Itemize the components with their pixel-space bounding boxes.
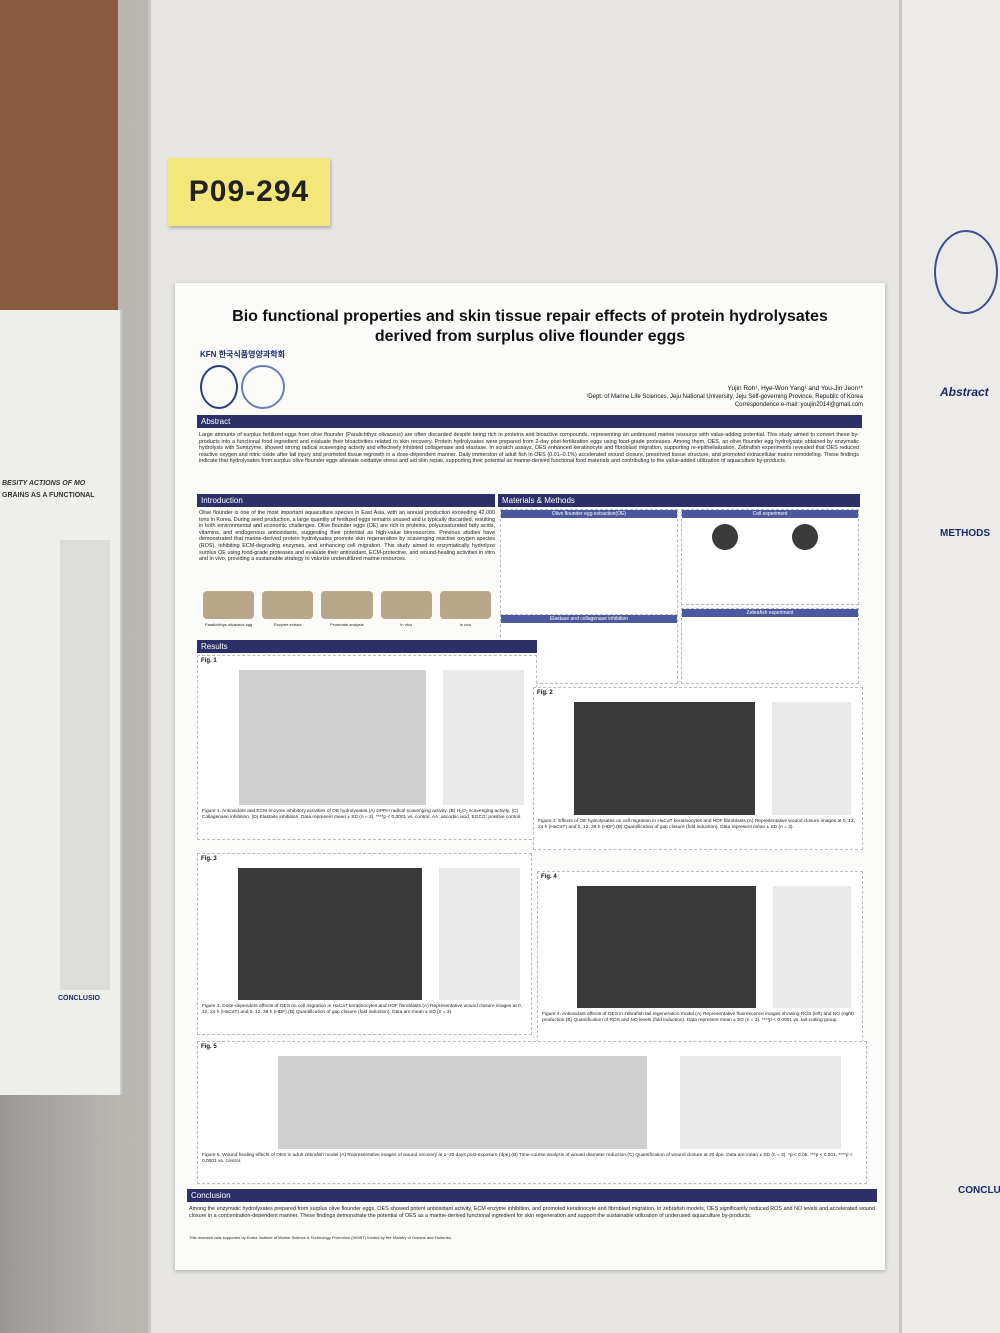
left-poster-conclusion: CONCLUSIO [58, 995, 100, 1002]
society-name: 한국식품영양과학회 [218, 350, 285, 359]
figure-image [238, 868, 423, 1000]
left-poster: BESITY ACTIONS OF MO GRAINS AS A FUNCTIO… [0, 310, 122, 1095]
intro-image [380, 591, 432, 619]
section-heading: Materials & Methods [498, 494, 860, 507]
section-heading: Conclusion [187, 1189, 877, 1202]
abstract-text: Large amounts of surplus fertilized eggs… [199, 432, 859, 465]
poster-title: Bio functional properties and skin tissu… [232, 308, 828, 345]
figure-chart [772, 886, 851, 1008]
methods-panel: Zebrafish experiment [681, 608, 859, 684]
left-poster-title: BESITY ACTIONS OF MO [2, 480, 86, 487]
left-poster-title: GRAINS AS A FUNCTIONAL [2, 492, 95, 499]
intro-image-label: In vivo [459, 622, 472, 627]
methods-panel-title: Elastase and collagenase inhibition [501, 615, 677, 623]
figure-label: Fig. 2 [537, 690, 553, 696]
intro-image [203, 591, 255, 619]
figure-caption: Figure 5. Wound healing effects of OES i… [202, 1153, 853, 1164]
figure-panel: Fig. 3 Figure 3. Dose-dependent effects o… [197, 853, 532, 1035]
affiliation: ¹Dept. of Marine Life Sciences, Jeju Nat… [586, 394, 863, 400]
figure-image [577, 886, 757, 1008]
poster: Bio functional properties and skin tissu… [175, 283, 885, 1270]
figure-caption: Figure 4. Antioxidant effects of OES in … [542, 1012, 854, 1023]
figure-chart [439, 868, 520, 1000]
authors: Yujin Roh¹, Hye-Won Yang¹ and You-Jin Je… [727, 385, 863, 392]
lab-logo [241, 365, 285, 409]
building [0, 0, 118, 310]
introduction-text: Olive flounder is one of the most import… [199, 510, 495, 563]
figure-image [278, 1056, 647, 1149]
correspondence: Correspondence e-mail: youjin2014@gmail.… [734, 402, 863, 408]
cell-image [712, 524, 738, 550]
section-heading: Introduction [197, 494, 495, 507]
figure-chart [771, 702, 851, 815]
figure-label: Fig. 5 [201, 1044, 217, 1050]
figure-panel: Fig. 5 Figure 5. Wound healing effects of… [197, 1041, 867, 1184]
intro-image [262, 591, 314, 619]
methods-panel-title: Olive flounder egg extraction(OE) [501, 510, 677, 518]
society-logo-text: KFN [200, 350, 217, 359]
figure-label: Fig. 4 [541, 874, 557, 880]
poster-number-tag: P09-294 [168, 158, 330, 226]
right-poster-conclusion: CONCLUSIO [958, 1185, 1000, 1196]
section-heading: Abstract [197, 415, 862, 428]
figure-caption: Figure 3. Dose-dependent effects of OES … [202, 1004, 523, 1015]
figure-label: Fig. 3 [201, 856, 217, 862]
right-poster: Abstract METHODS CONCLUSIO [900, 0, 1000, 1333]
right-poster-abstract: Abstract [940, 385, 989, 399]
figure-caption: Figure 1. Antioxidant and ECM enzyme inh… [202, 809, 522, 820]
figure-image [238, 670, 426, 805]
intro-image-label: Proximate analysis [330, 622, 364, 627]
left-poster-figures [60, 540, 110, 990]
methods-panel-title: Cell experiment [682, 510, 858, 518]
intro-image [439, 591, 491, 619]
methods-panel-title: Zebrafish experiment [682, 609, 858, 617]
figure-label: Fig. 1 [201, 658, 217, 664]
society-logo: KFN 한국식품영양과학회 [200, 349, 285, 360]
university-logo [200, 365, 238, 409]
author-block: Yujin Roh¹, Hye-Won Yang¹ and You-Jin Je… [586, 385, 863, 409]
figure-caption: Figure 2. Effects of OE hydrolysates on … [538, 819, 855, 830]
intro-image-label: Paralichthys olivaceus egg [204, 622, 253, 627]
right-poster-methods: METHODS [940, 528, 990, 539]
funding-note: This research was supported by Korea Ins… [189, 1235, 452, 1240]
methods-panel: Cell experiment [681, 509, 859, 605]
intro-image-label: Enzyme extract [273, 622, 302, 627]
right-poster-logo [934, 230, 998, 314]
conclusion-text: Among the enzymatic hydrolysates prepare… [189, 1206, 875, 1219]
figure-panel: Fig. 4 Figure 4. Antioxidant effects of O… [537, 871, 863, 1043]
intro-image-row: Paralichthys olivaceus egg Enzyme extract… [199, 591, 495, 637]
figure-panel: Fig. 2 Figure 2. Effects of OE hydrolysat… [533, 687, 863, 850]
figure-chart [680, 1056, 842, 1149]
section-heading: Results [197, 640, 537, 653]
figure-chart [442, 670, 525, 805]
figure-panel: Fig. 1 Figure 1. Antioxidant and ECM enzy… [197, 655, 537, 840]
intro-image [321, 591, 373, 619]
intro-image-label: In vitro [400, 622, 413, 627]
figure-image [573, 702, 756, 815]
cell-image [792, 524, 818, 550]
